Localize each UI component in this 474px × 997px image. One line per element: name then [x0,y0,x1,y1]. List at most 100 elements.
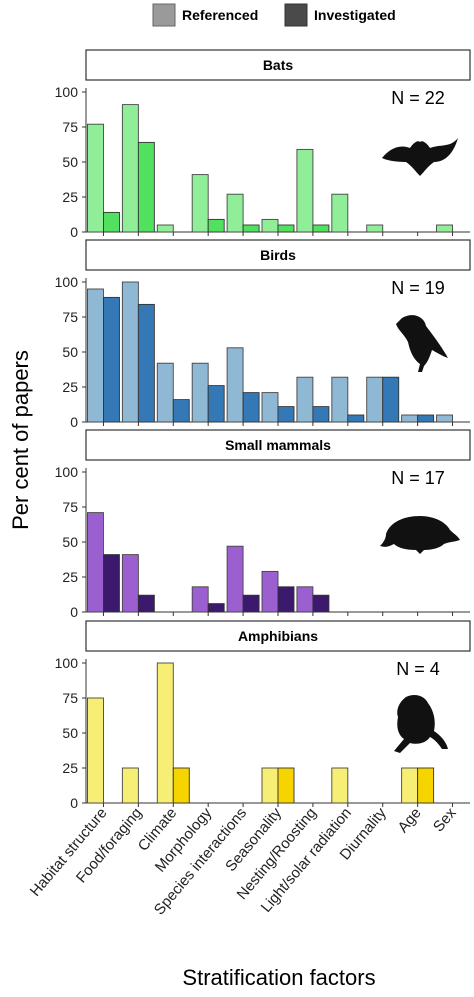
sample-size-label: N = 19 [391,278,445,298]
panel-title: Birds [260,247,296,263]
bar-referenced [121,281,139,423]
y-tick-label: 25 [62,760,78,776]
bar-referenced [261,218,279,233]
bar-referenced [261,767,279,804]
bar-referenced [261,392,279,423]
panel-title: Small mammals [225,437,331,453]
bar-referenced [401,767,419,804]
bar-investigated [103,211,120,233]
bar-investigated [312,406,330,423]
x-category-label: Sex [430,804,460,835]
bar-referenced [121,104,139,233]
frog-icon [394,695,448,753]
bar-referenced [87,288,104,423]
bar-investigated [417,767,435,804]
bat-icon [382,138,458,176]
bar-referenced [296,586,314,613]
y-tick-label: 0 [70,414,78,430]
bar-referenced [191,362,209,423]
bar-referenced [121,554,139,613]
panel-title: Bats [263,57,294,73]
bar-referenced [191,586,209,613]
legend: Referenced Investigated [152,3,396,27]
sample-size-label: N = 22 [391,88,445,108]
bar-referenced [366,224,384,233]
panel-strip [85,429,471,461]
bar-investigated [242,224,260,233]
bar-investigated [207,218,225,233]
bar-referenced [191,174,209,233]
panel: Birds 0 25 50 75 100 N = 19 [55,239,471,430]
bar-investigated [103,554,120,613]
legend-swatch-referenced [152,3,176,27]
y-tick-label: 100 [55,464,79,480]
bar-investigated [382,376,400,423]
bar-referenced [87,123,104,233]
bar-investigated [103,296,120,423]
bird-icon [396,315,448,372]
bar-referenced [156,662,174,804]
bar-investigated [207,385,225,423]
y-tick-label: 50 [62,725,78,741]
bar-referenced [156,362,174,423]
bar-referenced [121,767,139,804]
bar-referenced [87,697,104,804]
sample-size-label: N = 17 [391,468,445,488]
bar-referenced [436,414,453,423]
y-tick-label: 50 [62,534,78,550]
bar-investigated [207,603,225,613]
y-tick-label: 25 [62,379,78,395]
legend-swatch-investigated [284,3,308,27]
bar-investigated [277,224,295,233]
bar-investigated [347,414,365,423]
y-tick-label: 100 [55,655,79,671]
bar-investigated [312,594,330,613]
y-tick-label: 100 [55,84,79,100]
bar-referenced [226,193,244,233]
mammal-icon [380,516,460,554]
panel-title: Amphibians [238,628,318,644]
y-tick-label: 0 [70,795,78,811]
panel-strip [85,49,471,81]
bar-referenced [156,224,174,233]
bar-referenced [331,193,349,233]
bar-referenced [261,570,279,613]
bar-investigated [242,594,260,613]
x-category-label: Age [395,805,425,836]
bar-investigated [242,392,260,423]
bar-investigated [137,594,155,613]
bar-referenced [296,148,314,233]
y-tick-label: 75 [62,119,78,135]
bar-investigated [172,399,190,423]
bar-investigated [137,141,155,233]
bar-referenced [401,414,419,423]
mammal-silhouette [380,516,460,554]
bar-referenced [331,376,349,423]
bar-referenced [226,545,244,613]
bar-referenced [331,767,349,804]
bar-investigated [172,767,190,804]
y-tick-label: 50 [62,344,78,360]
bar-referenced [226,347,244,423]
panel-strip [85,620,471,652]
panel: Bats 0 25 50 75 100 N = 22 [55,49,471,240]
panel: Small mammals 0 25 50 75 100 N = 17 [55,429,471,620]
y-axis-title: Per cent of papers [8,350,33,530]
y-tick-label: 75 [62,499,78,515]
bar-investigated [312,224,330,233]
bar-investigated [277,406,295,423]
panel-strip [85,239,471,271]
bar-investigated [417,414,435,423]
y-tick-label: 0 [70,224,78,240]
y-tick-label: 100 [55,274,79,290]
y-tick-label: 0 [70,604,78,620]
bar-referenced [296,376,314,423]
legend-label-referenced: Referenced [182,7,258,23]
bar-investigated [137,303,155,423]
bar-referenced [436,224,453,233]
bar-investigated [277,767,295,804]
y-tick-label: 25 [62,189,78,205]
bat-silhouette [382,138,458,176]
panel: Amphibians 0 25 50 75 100 N = 4 [55,620,471,811]
